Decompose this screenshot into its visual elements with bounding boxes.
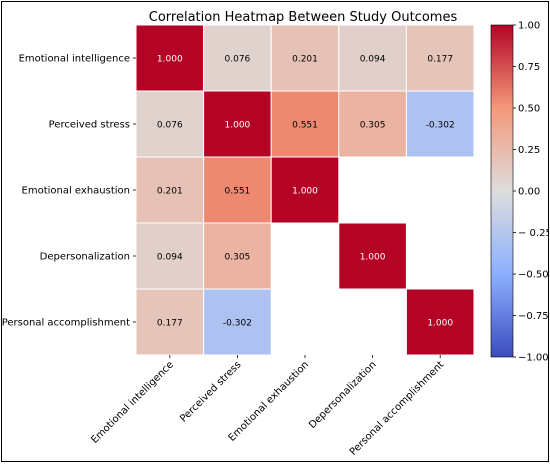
colorbar-tick-label: −1.00 [518,353,548,364]
heatmap-cell [338,222,407,290]
column-label: Depersonalization [307,359,379,431]
cell-value-label: 1.000 [292,187,318,197]
cell-value-label: 0.094 [360,55,386,65]
heatmap-cell [203,288,272,356]
colorbar-tick-label: 0.00 [518,187,540,198]
row-label: Emotional exhaustion [22,186,130,197]
column-label: Emotional exhaustion [227,359,311,443]
cell-value-label: 0.305 [225,253,251,263]
heatmap-cell [270,24,340,92]
colorbar-tick-label: 0.25 [518,145,540,156]
heatmap-cell [270,156,340,224]
cell-value-label: 1.000 [360,253,386,263]
cell-value-label: 0.076 [225,55,251,65]
colorbar-tick-label: 1.00 [518,21,540,32]
correlation-heatmap: Correlation Heatmap Between Study Outcom… [2,10,550,458]
cell-value-label: 0.076 [157,121,183,131]
heatmap-cell [135,90,205,158]
heatmap-cell [270,90,340,158]
colorbar-tick-label: −0.50 [518,270,548,281]
heatmap-cell-labels: 1.000 0.076 0.201 0.094 0.177 0.076 1.000 0.551… [157,55,455,329]
cell-value-label: 1.000 [157,55,183,65]
column-label: Emotional intelligence [89,359,176,446]
cell-value-label: 0.201 [157,187,183,197]
cell-value-label: 0.201 [292,55,318,65]
row-label: Personal accomplishment [2,318,130,329]
chart-title: Correlation Heatmap Between Study Outcom… [149,10,458,25]
heatmap-cell [203,222,272,290]
heatmap-cell [405,288,475,356]
heatmap-cell [203,24,272,92]
cell-value-label: -0.302 [426,121,455,131]
row-labels: Emotional intelligence Perceived stress Em… [2,54,136,329]
heatmap-cell [338,90,407,158]
cell-value-label: 0.305 [360,121,386,131]
heatmap-cell [405,90,475,158]
colorbar-tick-label: −0.75 [518,311,548,322]
heatmap-cells [135,24,475,356]
cell-value-label: -0.302 [223,319,252,329]
colorbar: 1.00 0.75 0.50 0.25 0.00 − 0.25 −0.50 −0.75 −1.0… [490,21,550,364]
heatmap-cell [203,156,272,224]
colorbar-gradient [490,24,514,358]
row-label: Depersonalization [40,252,130,263]
colorbar-tick-label: 0.50 [518,104,540,115]
heatmap-cell [135,24,205,92]
column-labels: Emotional intelligence Perceived stressEm… [89,355,446,458]
row-label: Perceived stress [49,120,130,131]
cell-value-label: 1.000 [225,121,251,131]
cell-value-label: 0.094 [157,253,183,263]
colorbar-tick-label: − 0.25 [518,228,548,239]
cell-value-label: 0.551 [292,121,318,131]
cell-value-label: 1.000 [427,319,453,329]
heatmap-cell [135,222,205,290]
cell-value-label: 0.177 [157,319,183,329]
column-label: Perceived stress [178,359,243,424]
row-label: Emotional intelligence [19,54,130,65]
colorbar-tick-label: 0.75 [518,62,540,73]
cell-value-label: 0.551 [225,187,251,197]
heatmap-cell [338,24,407,92]
cell-value-label: 0.177 [427,55,453,65]
